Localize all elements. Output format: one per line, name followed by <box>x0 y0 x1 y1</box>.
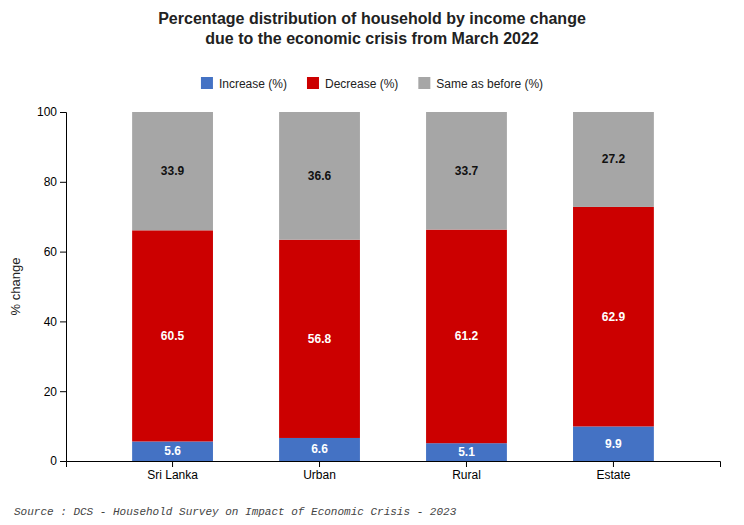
y-tick-mark <box>60 391 66 392</box>
x-tick: Estate <box>596 461 630 482</box>
x-tick-mark <box>466 461 467 467</box>
y-tick-label: 40 <box>44 315 58 329</box>
data-label: 61.2 <box>455 329 479 343</box>
data-label: 6.6 <box>311 442 328 456</box>
y-tick-mark <box>60 182 66 183</box>
bar <box>426 112 507 230</box>
bar <box>279 438 360 461</box>
x-tick-mark <box>172 461 173 467</box>
y-tick-label: 80 <box>44 175 58 189</box>
y-tick-label: 0 <box>50 454 57 468</box>
legend-item: Decrease (%) <box>307 77 398 91</box>
data-label: 36.6 <box>308 169 332 183</box>
x-axis: Sri Lanka Urban Rural Estate <box>67 461 721 482</box>
data-label: 56.8 <box>308 332 332 346</box>
x-tick: Urban <box>303 461 336 482</box>
bar <box>132 112 213 230</box>
bar <box>279 240 360 438</box>
data-label: 9.9 <box>605 437 622 451</box>
x-tick-label: Urban <box>303 468 336 482</box>
bar <box>132 441 213 461</box>
data-label: 33.9 <box>161 164 185 178</box>
bar <box>573 207 654 427</box>
title-line: Percentage distribution of household by … <box>158 10 586 27</box>
y-tick: 100 <box>37 105 66 119</box>
x-tick-label: Rural <box>452 468 481 482</box>
y-tick-label: 60 <box>44 245 58 259</box>
plot-area <box>132 112 654 461</box>
legend-swatch <box>307 77 319 89</box>
x-axis-line <box>67 462 721 468</box>
data-labels: 5.6 6.6 5.1 9.9 60.5 56.8 61.2 62.9 33.9 36.6 33.7… <box>161 152 626 459</box>
y-tick: 0 <box>50 454 66 468</box>
x-tick-mark <box>613 461 614 467</box>
bar <box>573 426 654 461</box>
legend-swatch <box>201 77 213 89</box>
legend-item: Increase (%) <box>201 77 287 91</box>
y-axis-title: % change <box>8 258 23 316</box>
x-tick: Rural <box>452 461 481 482</box>
legend-label: Decrease (%) <box>325 77 398 91</box>
legend-label: Same as before (%) <box>436 77 543 91</box>
chart-svg: Percentage distribution of household by … <box>0 0 744 525</box>
x-tick: Sri Lanka <box>147 461 198 482</box>
y-tick: 20 <box>44 385 66 399</box>
y-tick: 80 <box>44 175 66 189</box>
y-tick-mark <box>60 461 66 462</box>
bar <box>132 230 213 441</box>
y-tick: 40 <box>44 315 66 329</box>
bar <box>426 230 507 444</box>
y-tick-label: 100 <box>37 105 57 119</box>
data-label: 62.9 <box>602 310 626 324</box>
y-tick: 60 <box>44 245 66 259</box>
data-label: 5.1 <box>458 445 475 459</box>
y-axis: 0 20 40 60 80 100 <box>37 105 67 468</box>
y-tick-mark <box>60 112 66 113</box>
x-tick-label: Sri Lanka <box>147 468 198 482</box>
data-label: 60.5 <box>161 329 185 343</box>
bar <box>573 112 654 207</box>
bar <box>279 112 360 240</box>
title-line: due to the economic crisis from March 20… <box>205 30 539 47</box>
chart-container: Percentage distribution of household by … <box>0 0 744 525</box>
y-tick-mark <box>60 252 66 253</box>
y-tick-label: 20 <box>44 385 58 399</box>
source-note: Source : DCS - Household Survey on Impac… <box>14 506 457 518</box>
legend-swatch <box>418 77 430 89</box>
legend-item: Same as before (%) <box>418 77 543 91</box>
legend: Increase (%) Decrease (%) Same as before (… <box>201 77 543 91</box>
y-axis-line <box>60 113 67 462</box>
legend-label: Increase (%) <box>219 77 287 91</box>
data-label: 33.7 <box>455 164 479 178</box>
x-tick-label: Estate <box>596 468 630 482</box>
y-tick-mark <box>60 321 66 322</box>
title: Percentage distribution of household by … <box>158 10 586 47</box>
data-label: 27.2 <box>602 152 626 166</box>
data-label: 5.6 <box>164 444 181 458</box>
bar <box>426 443 507 461</box>
x-tick-mark <box>319 461 320 467</box>
